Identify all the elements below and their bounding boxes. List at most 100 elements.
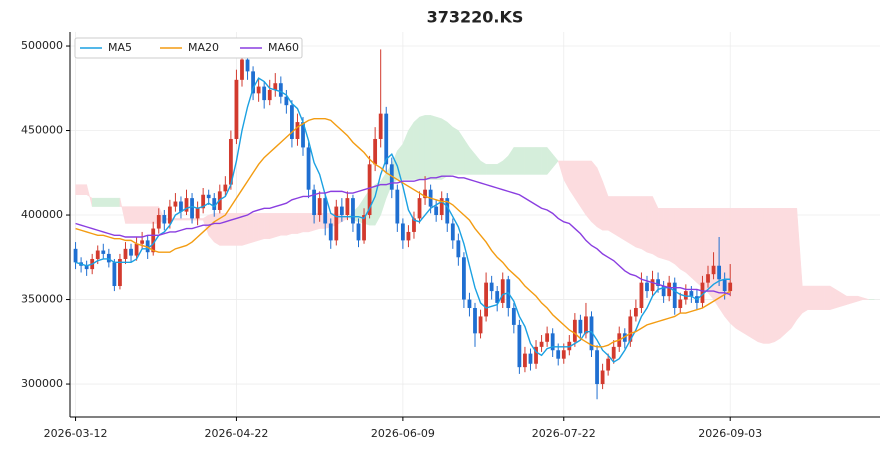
candle-body	[656, 279, 660, 287]
candle-body	[267, 89, 272, 101]
cloud-segment	[580, 160, 587, 216]
candle-body	[206, 194, 211, 199]
candle-body	[578, 319, 583, 334]
cloud-segment	[125, 206, 132, 224]
cloud-segment	[474, 153, 481, 175]
cloud-segment	[541, 147, 548, 175]
cloud-segment	[718, 208, 725, 318]
cloud-segment	[225, 213, 232, 246]
candle-body	[628, 316, 633, 342]
cloud-segment	[108, 197, 115, 207]
candle-body	[262, 86, 267, 101]
legend-label: MA60	[268, 41, 299, 54]
cloud-segment	[424, 115, 431, 180]
cloud-segment	[297, 213, 304, 234]
cloud-segment	[846, 295, 853, 305]
chart-title: 373220.KS	[427, 8, 524, 27]
candle-body	[572, 319, 577, 342]
candle-body	[134, 243, 139, 256]
candle-body	[495, 291, 500, 303]
candle-body	[561, 350, 566, 359]
candle-body	[162, 215, 167, 224]
candle-body	[595, 350, 599, 385]
cloud-segment	[180, 218, 187, 221]
cloud-segment	[291, 213, 298, 234]
cloud-segment	[147, 206, 154, 224]
candle-body	[101, 250, 106, 254]
candle-body	[473, 307, 477, 334]
candle-body	[639, 282, 644, 308]
cloud-segment	[463, 138, 470, 175]
candle-body	[412, 218, 416, 232]
cloud-segment	[97, 197, 104, 207]
candle-body	[301, 122, 305, 148]
cloud-segment	[691, 208, 698, 284]
cloud-segment	[674, 208, 681, 270]
candle-body	[234, 79, 239, 139]
cloud-segment	[602, 181, 609, 231]
candle-body	[151, 228, 156, 253]
cloud-segment	[824, 285, 831, 310]
candle-body	[545, 333, 550, 342]
candle-body	[223, 184, 228, 192]
candle-body	[445, 198, 450, 224]
candle-body	[212, 198, 217, 210]
cloud-segment	[508, 146, 515, 175]
candle-body	[589, 316, 594, 351]
cloud-segment	[790, 208, 798, 330]
candles	[73, 49, 733, 400]
candle-body	[290, 105, 294, 139]
candle-body	[156, 215, 161, 229]
candle-body	[528, 353, 533, 364]
candle-body	[367, 164, 372, 216]
cloud-segment	[75, 184, 82, 196]
cloud-segment	[280, 213, 287, 236]
cloud-segment	[136, 206, 143, 224]
candle-body	[567, 341, 572, 351]
cloud-segment	[774, 208, 781, 343]
cloud-segment	[491, 164, 498, 175]
x-tick-label: 2026-07-22	[532, 427, 596, 440]
cloud-segment	[796, 208, 803, 321]
cloud-segment	[546, 146, 553, 176]
cloud-segment	[641, 196, 648, 253]
y-tick-label: 450000	[21, 124, 63, 137]
cloud-segment	[186, 218, 193, 221]
legend: MA5 MA20 MA60	[74, 37, 303, 59]
candle-body	[167, 206, 172, 224]
cloud-segment	[413, 116, 420, 180]
candle-body	[84, 265, 89, 270]
candle-body	[484, 282, 488, 317]
candle-body	[645, 282, 649, 292]
candle-body	[245, 59, 250, 72]
candle-body	[606, 358, 611, 371]
cloud-segment	[652, 196, 659, 258]
cloud-segment	[502, 155, 509, 175]
candle-body	[95, 250, 100, 259]
candle-body	[190, 198, 194, 219]
cloud-segment	[535, 147, 542, 175]
cloud-segment	[840, 292, 847, 307]
candle-body	[400, 223, 405, 241]
candle-body	[334, 206, 339, 241]
cloud-segment	[852, 295, 859, 304]
candle-body	[450, 223, 455, 241]
cloud-segment	[208, 213, 215, 243]
candle-body	[406, 231, 411, 241]
cloud-segment	[241, 213, 248, 246]
candle-body	[345, 198, 350, 216]
cloud-segment	[735, 208, 742, 333]
candle-body	[145, 240, 150, 253]
candle-body	[112, 262, 117, 287]
candle-body	[511, 307, 516, 325]
candle-body	[706, 274, 710, 283]
candle-body	[362, 215, 366, 241]
candle-body	[356, 223, 361, 241]
cloud-segment	[585, 160, 592, 223]
y-tick-label: 400000	[21, 208, 63, 221]
legend-label: MA20	[188, 41, 219, 54]
ma-line	[75, 118, 731, 348]
cloud-segment	[141, 206, 148, 224]
candle-body	[378, 113, 383, 139]
